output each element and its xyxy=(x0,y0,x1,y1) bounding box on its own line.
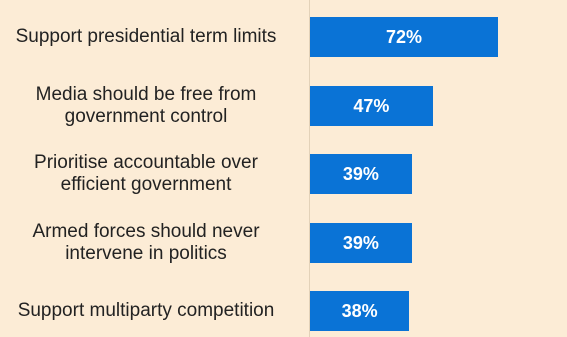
category-label: Support multiparty competition xyxy=(17,300,275,321)
bar-value-label: 39% xyxy=(342,164,379,184)
bar-value-label: 38% xyxy=(341,301,378,321)
bar xyxy=(310,154,412,194)
bar xyxy=(310,17,498,57)
category-label: Support presidential term limits xyxy=(15,26,277,47)
bar xyxy=(310,85,433,126)
category-label: Media should be free from government con… xyxy=(35,83,257,127)
bar xyxy=(310,222,412,263)
category-axis-line xyxy=(309,0,310,337)
bar-value-label: 72% xyxy=(385,27,422,47)
category-label: Prioritise accountable over efficient go… xyxy=(34,152,258,195)
bar-value-label: 39% xyxy=(342,232,379,253)
bar xyxy=(310,291,410,331)
category-label: Armed forces should never intervene in p… xyxy=(32,220,260,264)
bar-value-label: 47% xyxy=(353,95,390,116)
